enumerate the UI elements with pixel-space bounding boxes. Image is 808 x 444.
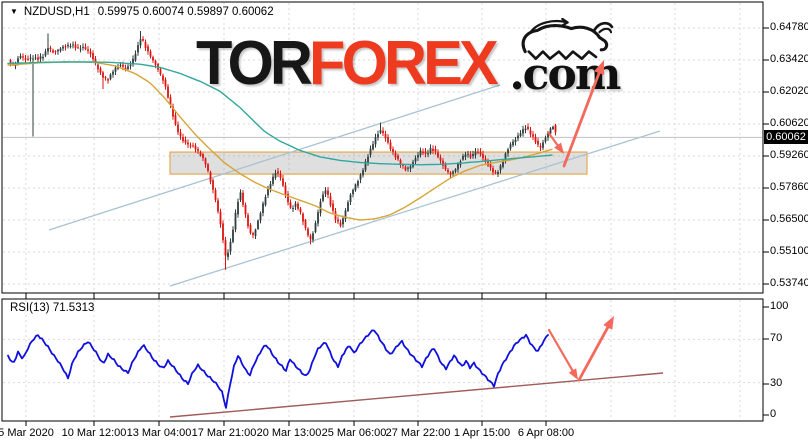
candles [9,31,557,270]
chart-dropdown-icon[interactable]: ▼ [10,7,18,16]
time-axis-label: 1 Apr 15:00 [453,427,511,439]
logo-text-domain: .com [509,49,621,100]
price-axis-label: 0.53740 [770,277,808,289]
logo-text-forex: FOREX [309,29,499,99]
trend-channel-line [169,130,661,287]
price-axis-label: 0.57860 [770,181,808,193]
price-axis-label: 0.55100 [770,245,808,257]
rsi-axis-label: 0 [770,408,777,420]
bull-icon [521,18,614,61]
time-axis-label: 10 Mar 12:00 [61,427,127,439]
logo-right-block: .com [509,18,621,100]
rsi-axis-label: 30 [770,377,783,389]
time-axis-label: 6 Apr 08:00 [517,427,575,439]
logo-wordmark: TORFOREX [196,33,499,95]
rsi-axis-label: 70 [770,332,783,344]
time-axis-label: 13 Mar 04:00 [126,427,192,439]
time-axis-label: 17 Mar 21:00 [191,427,257,439]
ma-slow-line [7,61,553,166]
rsi-indicator-label: RSI(13) 71.5313 [10,302,95,314]
forecast-arrow-head [594,60,605,75]
price-axis-label: 0.64780 [770,21,808,33]
trend-channel-line [48,84,501,231]
chart-title: ▼ NZDUSD,H1 0.59975 0.60074 0.59897 0.60… [10,6,274,18]
price-axis-label: 0.60620 [770,117,808,129]
price-axis-label: 0.59260 [770,149,808,161]
ma-fast-line [7,61,553,221]
time-axis-label: 20 Mar 13:00 [256,427,322,439]
chart-ohlc-quotes: 0.59975 0.60074 0.59897 0.60062 [97,6,274,18]
price-axis-label: 0.63420 [770,53,808,65]
time-axis-label: 5 Mar 2020 [0,427,54,439]
rsi-line [7,329,549,409]
rsi-trendline [169,372,664,418]
forecast-arrow-head [568,368,578,380]
torforex-logo: TORFOREX .com [196,18,621,100]
forecast-arrow-head [554,142,564,154]
forecast-arrow-shaft [562,71,601,168]
forecast-arrow-shaft [577,326,610,382]
current-price-tag: 0.60062 [764,130,808,145]
forecast-arrow-shaft [546,130,559,147]
forecast-arrow-head [603,316,614,330]
chart-symbol: NZDUSD,H1 [23,6,90,18]
price-axis-label: 0.56500 [770,213,808,225]
logo-text-tor: TOR [196,29,313,99]
rsi-axis-label: 100 [770,300,789,312]
time-axis-label: 25 Mar 06:00 [321,427,387,439]
forecast-arrow-shaft [547,328,574,372]
price-axis-label: 0.62020 [770,85,808,97]
pane-borders [1,1,769,426]
time-axis-label: 27 Mar 22:00 [385,427,451,439]
